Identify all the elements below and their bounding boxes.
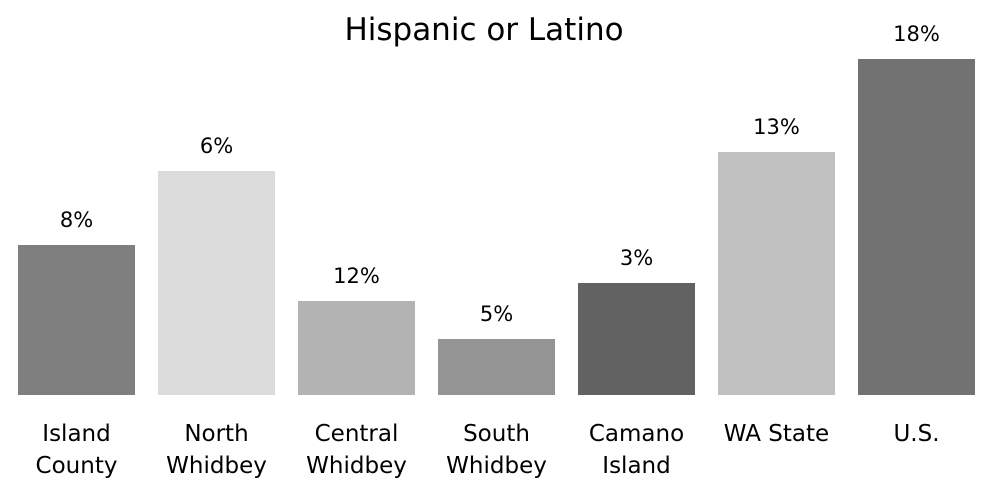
category-label-1: North Whidbey bbox=[166, 421, 267, 479]
bars-group bbox=[18, 59, 975, 395]
data-label-0: 8% bbox=[60, 208, 93, 232]
category-labels-group: Island County North Whidbey Central Whidbey So… bbox=[36, 421, 940, 479]
bar-5 bbox=[718, 152, 835, 395]
bar-6 bbox=[858, 59, 975, 395]
category-label-0: Island County bbox=[36, 421, 118, 479]
data-label-6: 18% bbox=[893, 22, 940, 46]
data-label-3: 5% bbox=[480, 302, 513, 326]
data-labels-group: 8% 6% 12% 5% 3% 13% 18% bbox=[60, 22, 940, 326]
data-label-5: 13% bbox=[753, 115, 800, 139]
bar-2 bbox=[298, 301, 415, 395]
category-label-3: South Whidbey bbox=[446, 421, 547, 479]
category-label-6: U.S. bbox=[893, 421, 939, 447]
chart-title: Hispanic or Latino bbox=[344, 12, 623, 48]
data-label-4: 3% bbox=[620, 246, 653, 270]
bar-4 bbox=[578, 283, 695, 395]
category-label-2: Central Whidbey bbox=[306, 421, 407, 479]
bar-3 bbox=[438, 339, 555, 395]
bar-1 bbox=[158, 171, 275, 395]
bar-0 bbox=[18, 245, 135, 395]
data-label-2: 12% bbox=[333, 264, 380, 288]
data-label-1: 6% bbox=[200, 134, 233, 158]
category-label-4: Camano Island bbox=[589, 421, 684, 479]
category-label-5: WA State bbox=[724, 421, 829, 447]
